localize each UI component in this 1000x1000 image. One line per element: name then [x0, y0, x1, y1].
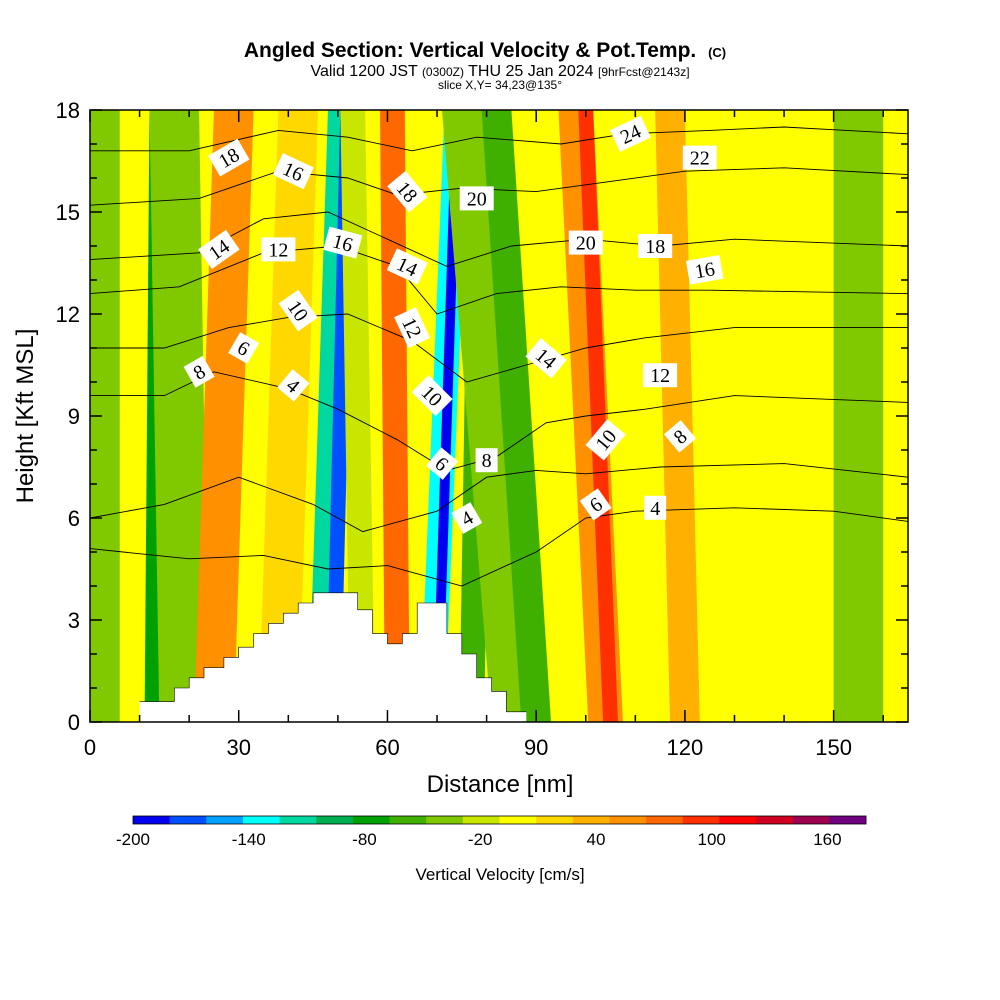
colorbar-swatch	[462, 816, 500, 824]
isentrope-label: 6	[579, 488, 612, 521]
colorbar-swatch	[572, 816, 610, 824]
colorbar-tick-label: -140	[232, 830, 266, 849]
valid-time-line: Valid 1200 JST (0300Z) THU 25 Jan 2024 […	[310, 63, 689, 80]
colorbar-tick-label: -80	[352, 830, 377, 849]
colorbar: -200 -140 -80 -20 40 100 160	[116, 815, 867, 849]
colorbar-swatch	[352, 816, 390, 824]
x-tick-label: 30	[226, 735, 250, 760]
colorbar-swatch	[206, 816, 244, 824]
colorbar-swatch	[279, 816, 317, 824]
colorbar-swatch	[242, 816, 280, 824]
svg-text:20: 20	[467, 188, 487, 210]
isentrope-label: 4	[644, 495, 667, 520]
colorbar-swatch	[829, 816, 867, 824]
colorbar-swatch	[169, 816, 207, 824]
y-tick-label: 18	[56, 98, 80, 123]
colorbar-tick-label: -200	[116, 830, 150, 849]
isentrope-label: 24	[609, 115, 651, 152]
isentrope-12	[90, 245, 908, 315]
isentrope-label: 8	[183, 355, 215, 388]
colorbar-swatch	[646, 816, 684, 824]
isentrope-10	[90, 313, 908, 383]
isentrope-18	[90, 126, 908, 152]
colorbar-swatch	[792, 816, 830, 824]
velocity-band-8	[340, 110, 376, 722]
colorbar-swatch	[389, 816, 427, 824]
isentrope-label: 8	[663, 420, 697, 453]
svg-text:12: 12	[268, 239, 288, 261]
svg-text:20: 20	[576, 233, 596, 255]
y-axis-label: Height [Kft MSL]	[12, 329, 39, 504]
terrain	[139, 592, 527, 722]
slice-info: slice X,Y= 34,23@135°	[438, 78, 562, 92]
colorbar-tick-label: 100	[697, 830, 725, 849]
y-axis: 0 3 6 9 12 15 18	[56, 98, 908, 735]
y-tick-label: 12	[56, 302, 80, 327]
colorbar-swatch	[133, 816, 170, 824]
isentrope-label: 4	[451, 502, 483, 534]
x-axis-label: Distance [nm]	[427, 771, 574, 798]
x-tick-label: 0	[84, 735, 96, 760]
velocity-band-1	[90, 110, 120, 722]
isentrope-label: 4	[277, 369, 310, 402]
isentrope-label: 20	[459, 186, 494, 211]
y-tick-label: 0	[68, 710, 80, 735]
x-tick-label: 90	[524, 735, 548, 760]
velocity-band-18	[833, 110, 884, 722]
colorbar-swatch	[719, 816, 757, 824]
isentrope-label: 6	[425, 447, 459, 480]
colorbar-tick-label: 40	[586, 830, 605, 849]
y-tick-label: 6	[68, 506, 80, 531]
isentrope-label: 8	[475, 448, 498, 473]
isentrope-label: 12	[643, 363, 678, 388]
isentrope-label: 16	[685, 255, 724, 285]
terrain-outline	[139, 592, 527, 713]
x-axis: 0 30 60 90 120 150	[84, 110, 884, 760]
isentrope-label: 18	[638, 234, 673, 258]
y-tick-label: 3	[68, 608, 80, 633]
y-tick-label: 15	[56, 200, 80, 225]
colorbar-tick-label: 160	[813, 830, 841, 849]
svg-text:12: 12	[650, 365, 670, 387]
colorbar-swatch	[499, 816, 537, 824]
isentrope-4	[90, 507, 908, 587]
colorbar-swatch	[682, 816, 720, 824]
velocity-band-11	[432, 110, 462, 722]
isentrope-label: 14	[386, 248, 428, 285]
svg-text:18: 18	[645, 236, 665, 258]
colorbar-swatch	[609, 816, 647, 824]
isentrope-6	[90, 463, 908, 533]
isentrope-label: 16	[323, 226, 363, 259]
isentrope-14	[90, 211, 908, 267]
svg-text:4: 4	[650, 498, 660, 520]
x-tick-label: 120	[667, 735, 704, 760]
colorbar-swatch	[316, 816, 354, 824]
velocity-band-16	[578, 110, 618, 722]
x-tick-label: 150	[815, 735, 852, 760]
velocity-band-14	[481, 110, 552, 722]
isentrope-label: 22	[682, 145, 717, 170]
colorbar-swatch	[536, 816, 574, 824]
colorbar-label: Vertical Velocity [cm/s]	[415, 865, 584, 884]
chart-title: Angled Section: Vertical Velocity & Pot.…	[244, 39, 726, 62]
svg-text:22: 22	[690, 148, 710, 170]
chart-title-tag: (C)	[708, 45, 726, 60]
colorbar-swatch	[426, 816, 464, 824]
velocity-band-5	[258, 110, 319, 722]
isentrope-label: 12	[261, 237, 296, 262]
y-tick-label: 9	[68, 404, 80, 429]
colorbar-tick-label: -20	[468, 830, 493, 849]
svg-text:16: 16	[693, 258, 717, 283]
colorbar-swatch	[756, 816, 793, 824]
velocity-band-3	[149, 110, 209, 722]
svg-text:8: 8	[482, 450, 492, 472]
x-tick-label: 60	[375, 735, 399, 760]
isentrope-label: 20	[568, 230, 603, 255]
isentrope-label: 6	[228, 332, 260, 364]
